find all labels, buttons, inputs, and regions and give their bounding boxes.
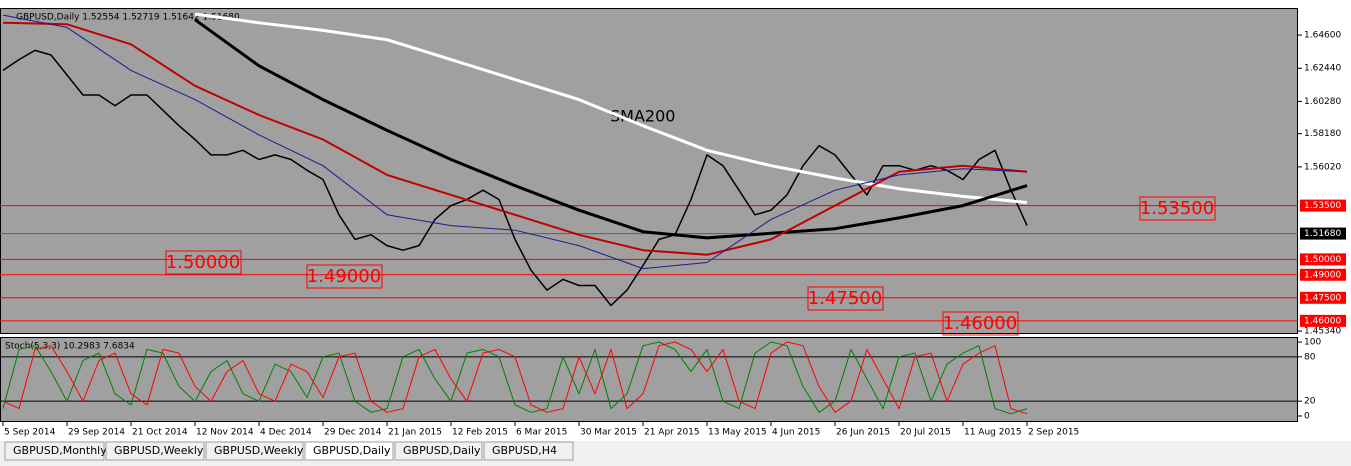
x-tick-label: 21 Oct 2014 (132, 428, 188, 438)
series-line (2, 341, 1028, 415)
axis-level-tag (1300, 291, 1346, 304)
x-tick-label: 2 Sep 2015 (1028, 428, 1079, 438)
level-box (942, 311, 1019, 336)
series-line (2, 341, 1028, 415)
tab[interactable] (483, 441, 574, 461)
x-tick-label: 4 Dec 2014 (260, 428, 312, 438)
axis-level-tag (1300, 253, 1346, 266)
y-tick-label: 80 (1304, 352, 1316, 362)
x-tick-label: 20 Jul 2015 (900, 428, 951, 438)
tab[interactable] (394, 441, 483, 461)
stoch-header: Stoch(5,3,3) 10.2983 7.6834 (5, 342, 135, 352)
stoch-panel (0, 337, 1298, 422)
axis-level-tag (1300, 268, 1346, 281)
chart-header: GBPUSD,Daily 1.52554 1.52719 1.51642 1.5… (16, 13, 240, 23)
series-line (2, 14, 1028, 270)
y-tick-label: 20 (1304, 397, 1316, 407)
x-tick-label: 26 Jun 2015 (836, 428, 890, 438)
level-label: 1.47500 (808, 288, 882, 309)
x-tick-label: 5 Sep 2014 (4, 428, 56, 438)
annotation: SMA200 (610, 107, 675, 126)
tab-label[interactable]: GBPUSD,Weekly (114, 444, 204, 457)
y-tick-label: 1.60280 (1304, 97, 1341, 107)
tab[interactable] (4, 441, 105, 461)
tab[interactable] (304, 441, 394, 461)
level-label: 1.50000 (166, 252, 240, 273)
axis-level-label: 1.47500 (1304, 293, 1341, 303)
y-tick-label: 1.62440 (1304, 64, 1341, 74)
axis-level-tag (1300, 199, 1346, 212)
y-tick-label: 1.64600 (1304, 31, 1341, 41)
y-tick-label: 1.58180 (1304, 129, 1341, 139)
current-price-tag (1300, 227, 1346, 240)
tab-label[interactable]: GBPUSD,Monthly (13, 444, 107, 457)
tab-label[interactable]: GBPUSD,Daily (403, 444, 481, 457)
price-panel (0, 8, 1298, 334)
x-tick-label: 12 Nov 2014 (196, 428, 254, 438)
axis-level-label: 1.49000 (1304, 270, 1341, 280)
x-tick-label: 12 Feb 2015 (452, 428, 508, 438)
x-tick-label: 6 Mar 2015 (516, 428, 567, 438)
tab-label[interactable]: GBPUSD,Weekly (214, 444, 304, 457)
series-line (194, 18, 1028, 240)
axis-level-label: 1.53500 (1304, 201, 1341, 211)
x-tick-label: 30 Mar 2015 (580, 428, 637, 438)
level-box (1139, 196, 1216, 221)
x-tick-label: 21 Apr 2015 (644, 428, 700, 438)
current-price-label: 1.51680 (1304, 229, 1341, 239)
series-line (194, 12, 1028, 204)
level-label: 1.46000 (943, 313, 1017, 334)
level-box (807, 286, 884, 311)
level-label: 1.49000 (307, 266, 381, 287)
y-tick-label: 100 (1304, 338, 1321, 348)
x-tick-label: 21 Jan 2015 (388, 428, 442, 438)
x-tick-label: 11 Aug 2015 (964, 428, 1022, 438)
tab[interactable] (205, 441, 304, 461)
axis-level-label: 1.50000 (1304, 255, 1341, 265)
tab-label[interactable]: GBPUSD,Daily (313, 444, 391, 457)
y-tick-label: 0 (1304, 411, 1310, 421)
x-tick-label: 4 Jun 2015 (772, 428, 820, 438)
tab[interactable] (105, 441, 205, 461)
axis-level-label: 1.46000 (1304, 316, 1341, 326)
y-tick-label: 1.45340 (1304, 327, 1341, 337)
x-tick-label: 13 May 2015 (708, 428, 767, 438)
x-tick-label: 29 Sep 2014 (68, 428, 125, 438)
series-line (2, 21, 1028, 256)
tab-label[interactable]: GBPUSD,H4 (492, 444, 557, 457)
level-label: 1.53500 (1140, 198, 1214, 219)
x-tick-label: 29 Dec 2014 (324, 428, 382, 438)
axis-level-tag (1300, 314, 1346, 327)
level-box (306, 264, 383, 289)
level-box (165, 250, 242, 275)
y-tick-label: 1.56020 (1304, 162, 1341, 172)
